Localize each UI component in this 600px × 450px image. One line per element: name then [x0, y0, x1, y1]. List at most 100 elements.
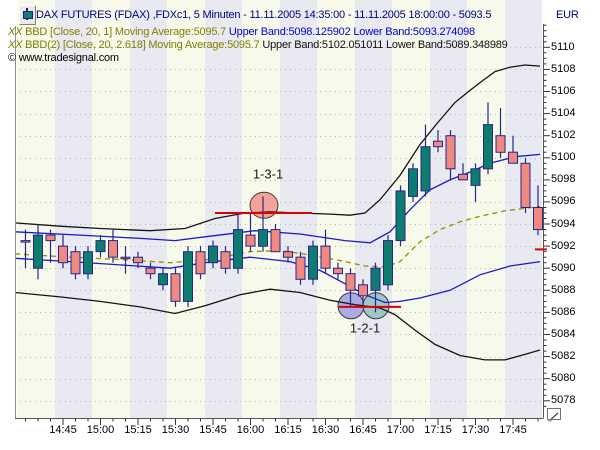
candle-body [308, 245, 318, 280]
candle-body [408, 168, 418, 197]
candle-body [383, 240, 393, 286]
gridline [15, 47, 542, 48]
price-tick-label: 5100 [551, 151, 576, 164]
candle-body [445, 135, 456, 170]
candle-body [33, 234, 43, 269]
signal-label[interactable]: 1-2-1 [349, 320, 381, 336]
watermark: © www.tradesignal.com [8, 52, 119, 64]
legend-segment: BBD [Close, 20, 1] Moving Average:5095.7 [25, 26, 229, 38]
candle-body [345, 273, 356, 291]
candle-body [83, 251, 93, 275]
time-tick-label: 17:15 [424, 424, 452, 436]
draw-tool-icon[interactable] [547, 408, 561, 422]
candle-body [95, 240, 106, 253]
gridline [15, 379, 542, 380]
price-tick-label: 5102 [551, 129, 576, 142]
candle-body [220, 251, 231, 269]
price-tick-label: 5090 [551, 261, 576, 274]
instrument-icon-button[interactable] [19, 5, 36, 25]
time-tick-label: 17:45 [499, 424, 527, 436]
price-tick-label: 5080 [551, 372, 576, 385]
candle-body [358, 284, 368, 297]
gridline [15, 114, 542, 115]
candle-body [483, 124, 493, 170]
signal-label[interactable]: 1-3-1 [252, 166, 284, 182]
candle-body [20, 240, 31, 243]
legend-segment: Upper Band:5098.125902 Lower Band:5093.2… [228, 26, 475, 38]
time-tick-label: 16:15 [274, 424, 302, 436]
gridline [15, 312, 542, 313]
moving-average-line [14, 205, 541, 268]
candle-body [233, 229, 243, 269]
time-tick-label: 17:00 [386, 424, 415, 436]
legend-segment: Upper Band:5102.051011 Lower Band:5089.3… [262, 39, 508, 51]
candle-body [170, 273, 181, 302]
gridline [15, 136, 542, 137]
gridline [15, 158, 542, 159]
price-tick-label: 5078 [551, 394, 576, 407]
price-tick-label: 5104 [551, 107, 576, 120]
gridline [15, 69, 542, 70]
currency-label: EUR [556, 9, 579, 21]
candle-body [370, 267, 381, 291]
gridline [15, 401, 542, 402]
candle-body [433, 140, 443, 148]
candle-body [208, 245, 218, 264]
legend-segment: BBD(2) [Close, 20, 2.618] Moving Average… [25, 39, 263, 51]
candle-body [508, 151, 518, 164]
candle-body [245, 234, 256, 247]
candle-body [333, 267, 343, 275]
candle-body [320, 245, 331, 269]
gridline [15, 91, 542, 92]
price-tick-label: 5106 [551, 84, 576, 97]
price-tick-label: 5088 [551, 283, 576, 296]
candle-body [145, 267, 156, 275]
legend-segment: XX [8, 39, 26, 51]
candle-body [495, 135, 506, 153]
candle-body [195, 251, 206, 275]
gridline [15, 180, 542, 181]
price-tick-label: 5094 [551, 217, 576, 230]
candle-body [58, 245, 68, 264]
candle-body [533, 207, 543, 231]
candle-body [133, 256, 143, 264]
chart-title: DAX FUTURES (FDAX) ,FDXc1, 5 Minuten - 1… [36, 9, 492, 21]
candle-body [45, 234, 56, 242]
time-tick-label: 14:45 [49, 424, 77, 436]
time-tick-label: 15:00 [86, 424, 115, 436]
candle-body [520, 162, 531, 209]
gridline [15, 268, 542, 269]
candle-body [470, 168, 481, 186]
time-tick-label: 15:45 [199, 424, 227, 436]
candle-body [395, 190, 406, 242]
candle-body [420, 146, 431, 192]
candle-body [283, 251, 293, 258]
candle-body [70, 251, 81, 275]
signal-circle[interactable] [249, 191, 279, 219]
candle-body [458, 173, 468, 181]
bb2-lower-band [14, 288, 541, 361]
time-tick-label: 17:30 [461, 424, 490, 436]
time-tick-label: 15:30 [161, 424, 190, 436]
indicator-legend-bbd1: XX BBD [Close, 20, 1] Moving Average:509… [8, 26, 475, 39]
gridline [15, 202, 542, 203]
candle-body [158, 273, 168, 286]
bb2-upper-band [14, 64, 541, 232]
gridline [15, 224, 542, 225]
candle-body [120, 256, 131, 260]
gridline [15, 357, 542, 358]
candle-body [258, 229, 268, 247]
gridline [15, 334, 542, 335]
legend-segment: XX [8, 26, 26, 38]
price-tick-label: 5084 [551, 327, 576, 340]
price-tick-label: 5110 [551, 40, 575, 53]
time-tick-label: 15:15 [124, 424, 152, 436]
candle-body [270, 229, 281, 253]
bb1-lower-band [14, 256, 541, 304]
time-tick-label: 16:00 [236, 424, 265, 436]
price-tick-label: 5086 [551, 305, 576, 318]
candle-body [183, 251, 193, 302]
price-tick-label: 5082 [551, 350, 576, 363]
